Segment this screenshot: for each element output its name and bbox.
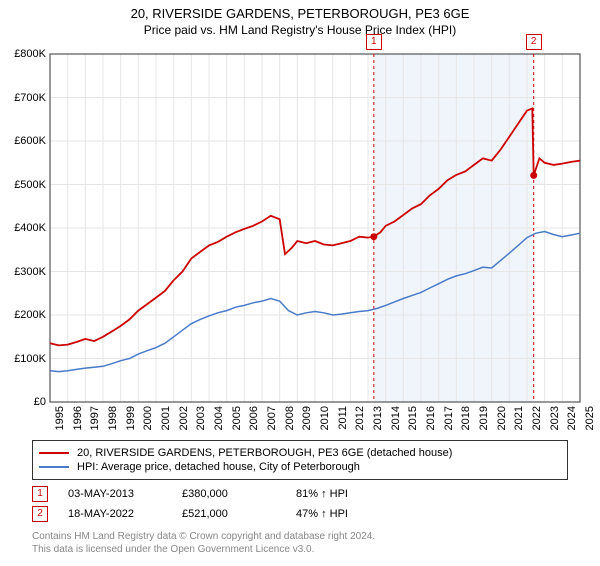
transaction-date: 03-MAY-2013 [68, 488, 168, 500]
y-tick-label: £800K [14, 48, 46, 60]
x-tick-label: 2007 [266, 406, 278, 430]
transaction-pct: 81% ↑ HPI [296, 488, 396, 500]
y-tick-label: £700K [14, 92, 46, 104]
y-tick-label: £100K [14, 353, 46, 365]
x-tick-label: 2009 [301, 406, 313, 430]
transaction-price: £380,000 [182, 488, 282, 500]
x-tick-label: 1997 [89, 406, 101, 430]
legend-swatch [39, 452, 69, 454]
footer-attribution: Contains HM Land Registry data © Crown c… [32, 530, 375, 556]
transaction-marker: 2 [32, 506, 48, 522]
chart-container: 20, RIVERSIDE GARDENS, PETERBOROUGH, PE3… [0, 6, 600, 566]
x-tick-label: 2006 [248, 406, 260, 430]
y-tick-label: £0 [34, 396, 46, 408]
y-tick-label: £500K [14, 179, 46, 191]
x-tick-label: 2000 [142, 406, 154, 430]
chart-title: 20, RIVERSIDE GARDENS, PETERBOROUGH, PE3… [0, 6, 600, 21]
x-tick-label: 2013 [372, 406, 384, 430]
x-tick-label: 2004 [213, 406, 225, 430]
footer-line1: Contains HM Land Registry data © Crown c… [32, 530, 375, 543]
x-tick-label: 2021 [513, 406, 525, 430]
x-tick-label: 1999 [125, 406, 137, 430]
transaction-marker: 1 [32, 486, 48, 502]
transaction-date: 18-MAY-2022 [68, 508, 168, 520]
footer-line2: This data is licensed under the Open Gov… [32, 543, 375, 556]
x-tick-label: 2018 [460, 406, 472, 430]
y-tick-label: £400K [14, 222, 46, 234]
legend-label: HPI: Average price, detached house, City… [77, 461, 360, 473]
y-tick-label: £200K [14, 309, 46, 321]
x-tick-label: 2017 [443, 406, 455, 430]
x-tick-label: 2005 [231, 406, 243, 430]
x-tick-label: 2019 [478, 406, 490, 430]
x-tick-label: 2012 [354, 406, 366, 430]
x-tick-label: 2025 [584, 406, 596, 430]
x-tick-label: 1998 [107, 406, 119, 430]
x-tick-label: 2010 [319, 406, 331, 430]
x-tick-label: 2014 [390, 406, 402, 430]
event-marker-box: 1 [366, 34, 382, 50]
x-tick-label: 2001 [160, 406, 172, 430]
x-tick-label: 2015 [407, 406, 419, 430]
chart-area: £0£100K£200K£300K£400K£500K£600K£700K£80… [50, 54, 580, 402]
x-tick-label: 2024 [566, 406, 578, 430]
legend: 20, RIVERSIDE GARDENS, PETERBOROUGH, PE3… [32, 440, 568, 480]
transaction-pct: 47% ↑ HPI [296, 508, 396, 520]
x-tick-label: 1996 [72, 406, 84, 430]
transaction-row: 2 18-MAY-2022 £521,000 47% ↑ HPI [32, 506, 396, 522]
legend-swatch [39, 466, 69, 468]
transaction-price: £521,000 [182, 508, 282, 520]
x-tick-label: 2002 [178, 406, 190, 430]
y-tick-label: £600K [14, 135, 46, 147]
legend-item: HPI: Average price, detached house, City… [39, 461, 561, 473]
x-tick-label: 2008 [284, 406, 296, 430]
legend-item: 20, RIVERSIDE GARDENS, PETERBOROUGH, PE3… [39, 447, 561, 459]
x-tick-label: 2020 [496, 406, 508, 430]
x-tick-label: 2011 [337, 406, 349, 430]
y-tick-label: £300K [14, 266, 46, 278]
x-tick-label: 2003 [195, 406, 207, 430]
legend-label: 20, RIVERSIDE GARDENS, PETERBOROUGH, PE3… [77, 447, 452, 459]
x-tick-label: 2023 [549, 406, 561, 430]
x-tick-label: 1995 [54, 406, 66, 430]
x-tick-label: 2016 [425, 406, 437, 430]
event-marker-box: 2 [526, 34, 542, 50]
x-tick-label: 2022 [531, 406, 543, 430]
transaction-row: 1 03-MAY-2013 £380,000 81% ↑ HPI [32, 486, 396, 502]
chart-subtitle: Price paid vs. HM Land Registry's House … [0, 23, 600, 37]
transactions-table: 1 03-MAY-2013 £380,000 81% ↑ HPI 2 18-MAY-202… [32, 482, 396, 526]
